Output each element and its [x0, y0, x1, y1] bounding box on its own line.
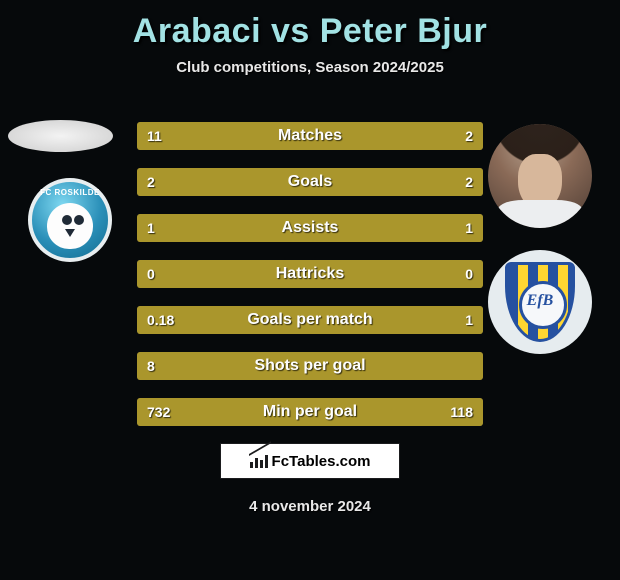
stat-value-left: 0 [137, 260, 165, 288]
brand-icon [250, 454, 268, 468]
player-avatar-right [488, 124, 592, 228]
brand-badge: FcTables.com [220, 443, 400, 479]
club-badge-right-mono: EfB [508, 292, 572, 310]
stat-value-left: 8 [137, 352, 165, 380]
stat-value-left: 11 [137, 122, 172, 150]
footer-date: 4 november 2024 [0, 498, 620, 515]
stat-row: Matches11 2 [137, 122, 483, 150]
player-avatar-left [8, 120, 113, 152]
stat-label: Matches [137, 122, 483, 150]
stat-label: Assists [137, 214, 483, 242]
stat-row: Goals2 2 [137, 168, 483, 196]
club-badge-left-emblem [47, 203, 93, 249]
stat-value-right: 1 [455, 214, 483, 242]
subtitle: Club competitions, Season 2024/2025 [0, 59, 620, 76]
brand-rest: Tables.com [289, 453, 370, 470]
stat-value-left: 2 [137, 168, 165, 196]
page-title: Arabaci vs Peter Bjur [0, 0, 620, 51]
stat-label: Shots per goal [137, 352, 483, 380]
stat-row: Shots per goal8 [137, 352, 483, 380]
stat-value-right: 1 [455, 306, 483, 334]
club-badge-right-emblem: EfB [505, 262, 575, 342]
stat-value-left: 0.18 [137, 306, 184, 334]
stat-value-right: 2 [455, 122, 483, 150]
stat-value-right: 0 [455, 260, 483, 288]
stat-row: Min per goal732 118 [137, 398, 483, 426]
club-badge-left-text: FC ROSKILDE [40, 188, 100, 197]
stat-label: Goals [137, 168, 483, 196]
stat-row: Assists1 1 [137, 214, 483, 242]
club-badge-right: EfB [488, 250, 592, 354]
stat-value-right [463, 352, 483, 380]
stat-row: Goals per match0.18 1 [137, 306, 483, 334]
stat-value-left: 1 [137, 214, 165, 242]
stat-value-right: 2 [455, 168, 483, 196]
stat-value-left: 732 [137, 398, 180, 426]
stat-label: Hattricks [137, 260, 483, 288]
stat-row: Hattricks0 0 [137, 260, 483, 288]
brand-fc: Fc [272, 453, 290, 470]
stat-label: Min per goal [137, 398, 483, 426]
stat-value-right: 118 [440, 398, 483, 426]
club-badge-left: FC ROSKILDE [28, 178, 112, 262]
comparison-chart: Matches112Goals22Assists11Hattricks00Goa… [137, 122, 483, 444]
stat-label: Goals per match [137, 306, 483, 334]
